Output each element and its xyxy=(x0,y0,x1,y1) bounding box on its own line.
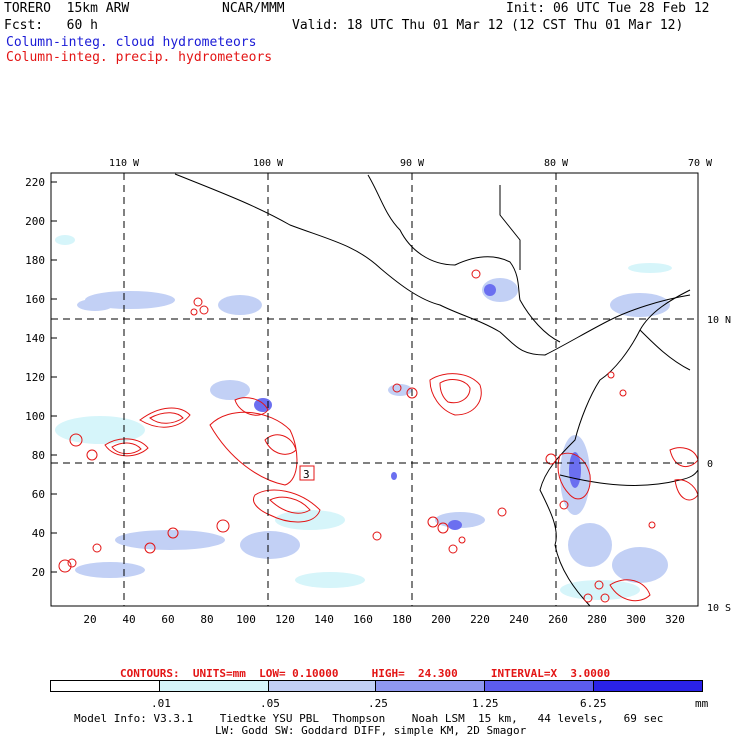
left-tick-label: 160 xyxy=(25,293,45,306)
bottom-tick-label: 240 xyxy=(509,613,529,626)
bottom-tick-label: 20 xyxy=(83,613,96,626)
legend-label: .05 xyxy=(260,697,280,710)
model-title: TORERO 15km ARW xyxy=(4,1,130,16)
left-tick-label: 180 xyxy=(25,254,45,267)
lon-label: 80 W xyxy=(544,158,569,169)
left-tick-label: 40 xyxy=(32,527,45,540)
bottom-axis: 20 40 60 80 100 120 140 160 180 200 220 … xyxy=(83,613,685,626)
precip-contours xyxy=(58,269,699,603)
lon-label: 90 W xyxy=(400,158,425,169)
left-tick-label: 100 xyxy=(25,410,45,423)
cloud-shading-dense xyxy=(254,284,581,530)
lat-lon-grid xyxy=(51,173,698,606)
left-tick-label: 220 xyxy=(25,176,45,189)
bottom-tick-label: 180 xyxy=(392,613,412,626)
physics-info: LW: Godd SW: Goddard DIFF, simple KM, 2D… xyxy=(215,724,527,737)
lat-label: 10 S xyxy=(707,603,731,614)
legend-label: .25 xyxy=(368,697,388,710)
right-lat-labels: 10 N 0 10 S xyxy=(707,315,731,614)
top-lon-labels: 110 W 100 W 90 W 80 W 70 W xyxy=(109,158,713,169)
cloud-shading-light xyxy=(55,235,672,600)
bottom-tick-label: 120 xyxy=(275,613,295,626)
bottom-tick-label: 60 xyxy=(161,613,174,626)
legend-swatch xyxy=(159,680,269,692)
legend-swatch xyxy=(484,680,594,692)
bottom-tick-label: 320 xyxy=(665,613,685,626)
bottom-tick-label: 140 xyxy=(314,613,334,626)
valid-time: Valid: 18 UTC Thu 01 Mar 12 (12 CST Thu … xyxy=(292,18,684,33)
legend-unit: mm xyxy=(695,697,709,710)
bottom-tick-label: 80 xyxy=(200,613,213,626)
legend-label: 1.25 xyxy=(472,697,499,710)
legend-swatch xyxy=(593,680,703,692)
left-tick-label: 20 xyxy=(32,566,45,579)
field-precip-label: Column-integ. precip. hydrometeors xyxy=(6,50,273,65)
legend-swatch xyxy=(268,680,376,692)
lon-label: 100 W xyxy=(253,158,284,169)
left-tick-label: 80 xyxy=(32,449,45,462)
high-marker: 3 xyxy=(303,468,310,481)
bottom-tick-label: 280 xyxy=(587,613,607,626)
model-info: Model Info: V3.3.1 Tiedtke YSU PBL Thomp… xyxy=(74,712,664,725)
bottom-tick-label: 220 xyxy=(470,613,490,626)
bottom-tick-label: 160 xyxy=(353,613,373,626)
coastlines xyxy=(174,173,699,607)
left-tick-label: 140 xyxy=(25,332,45,345)
bottom-tick-label: 40 xyxy=(122,613,135,626)
lat-label: 10 N xyxy=(707,315,731,326)
forecast-hour: Fcst: 60 h xyxy=(4,18,98,33)
bottom-tick-label: 100 xyxy=(236,613,256,626)
init-time: Init: 06 UTC Tue 28 Feb 12 xyxy=(506,1,710,16)
left-tick-label: 120 xyxy=(25,371,45,384)
legend-swatch xyxy=(375,680,485,692)
legend-swatch xyxy=(50,680,160,692)
bottom-tick-label: 260 xyxy=(548,613,568,626)
org-label: NCAR/MMM xyxy=(222,1,285,16)
left-tick-label: 60 xyxy=(32,488,45,501)
legend-label: .01 xyxy=(151,697,171,710)
contour-info: CONTOURS: UNITS=mm LOW= 0.10000 HIGH= 24… xyxy=(120,667,611,680)
map-frame xyxy=(50,172,699,607)
field-cloud-label: Column-integ. cloud hydrometeors xyxy=(6,35,257,50)
legend-label: 6.25 xyxy=(580,697,607,710)
bottom-tick-label: 200 xyxy=(431,613,451,626)
lat-label: 0 xyxy=(707,459,713,470)
lon-label: 70 W xyxy=(688,158,713,169)
lon-label: 110 W xyxy=(109,158,140,169)
left-axis: 220 200 180 160 140 120 100 80 60 40 20 xyxy=(25,176,45,579)
left-tick-label: 200 xyxy=(25,215,45,228)
bottom-tick-label: 300 xyxy=(626,613,646,626)
cloud-shading xyxy=(75,278,670,583)
